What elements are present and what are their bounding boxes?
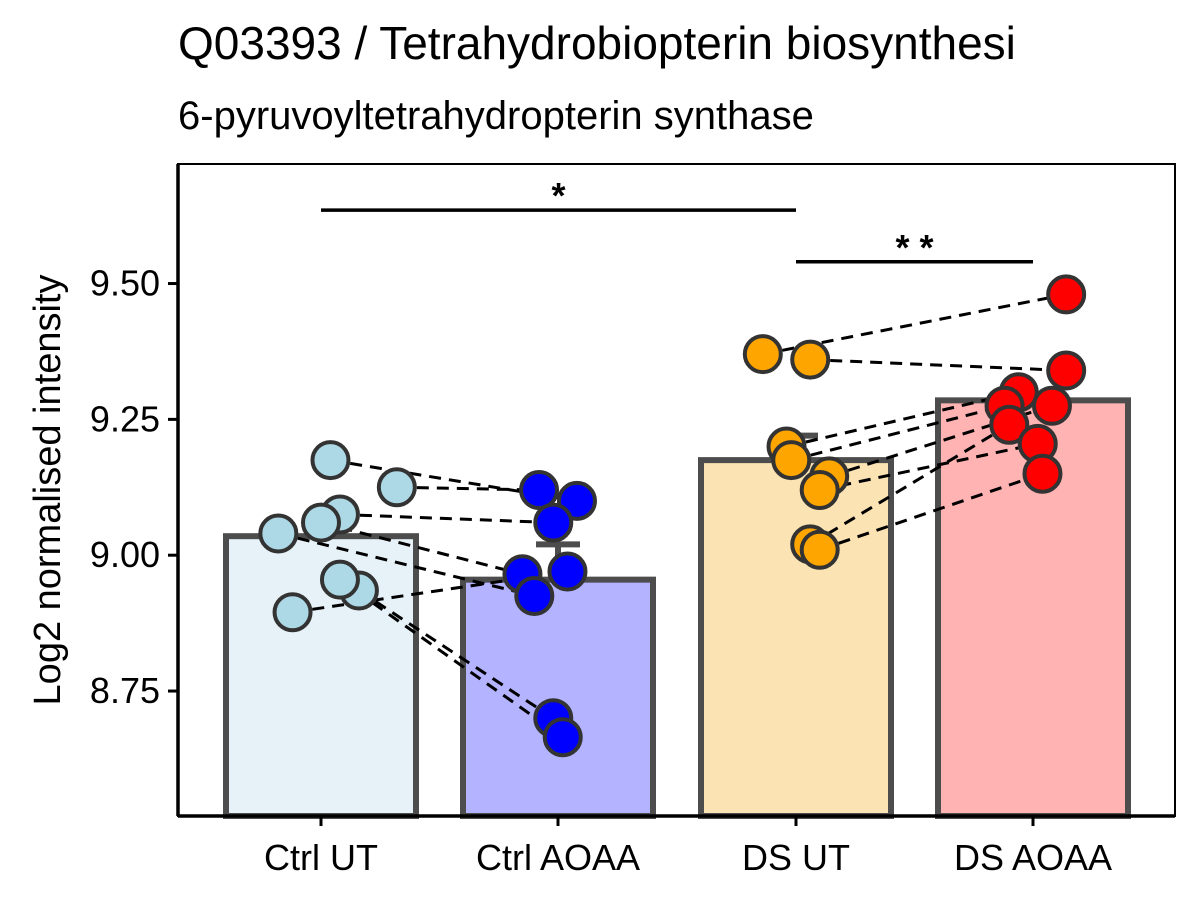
data-point bbox=[1046, 274, 1087, 315]
bar-ctrl-aoaa bbox=[460, 576, 656, 820]
bar-ds-ut bbox=[698, 457, 894, 819]
data-point bbox=[519, 470, 560, 510]
y-tick-label: 8.75 bbox=[90, 670, 160, 711]
pair-line bbox=[339, 512, 554, 525]
pair-line bbox=[339, 578, 564, 739]
data-point bbox=[742, 334, 783, 375]
data-point bbox=[542, 717, 583, 758]
data-point bbox=[258, 513, 299, 554]
pair-line bbox=[810, 358, 1067, 372]
pair-line bbox=[819, 442, 1039, 492]
pair-line bbox=[320, 521, 523, 576]
x-tick-label: DS AOAA bbox=[954, 837, 1112, 878]
data-point bbox=[533, 502, 574, 543]
axes-layer: 8.75 9.00 9.25 9.50 Ctrl UT Ctrl AOAA DS UT DS … bbox=[90, 163, 1176, 878]
y-tick-label: 9.50 bbox=[90, 263, 160, 304]
significance-label: * * bbox=[895, 227, 933, 268]
data-point bbox=[310, 440, 351, 481]
y-axis-title: Log2 normalised intensity bbox=[27, 275, 69, 706]
chart-subtitle: 6-pyruvoyltetrahydropterin synthase bbox=[178, 94, 814, 138]
data-point bbox=[272, 592, 313, 633]
data-point bbox=[989, 404, 1030, 445]
data-point bbox=[799, 529, 840, 570]
data-point bbox=[1031, 385, 1072, 426]
data-point bbox=[790, 339, 831, 380]
x-tick-label: DS UT bbox=[742, 837, 850, 878]
data-point bbox=[301, 502, 341, 543]
pair-line bbox=[396, 485, 540, 492]
data-point bbox=[771, 440, 812, 481]
x-tick-label: Ctrl UT bbox=[264, 837, 378, 878]
pair-line bbox=[277, 532, 535, 598]
significance-label: * bbox=[551, 175, 565, 216]
data-point bbox=[799, 470, 840, 510]
significance-layer: * * * bbox=[321, 175, 1033, 268]
x-tick-label: Ctrl AOAA bbox=[476, 837, 640, 878]
y-tick-label: 9.00 bbox=[90, 534, 160, 575]
data-point bbox=[319, 559, 360, 600]
y-tick-label: 9.25 bbox=[90, 398, 160, 439]
points-layer bbox=[258, 274, 1087, 758]
data-point bbox=[376, 467, 417, 508]
data-point bbox=[547, 551, 588, 592]
chart-title: Q03393 / Tetrahydrobiopterin biosynthesi bbox=[178, 17, 1016, 69]
data-point bbox=[1046, 350, 1087, 391]
data-point bbox=[514, 575, 555, 616]
pair-line bbox=[790, 404, 1005, 462]
pair-lines-layer bbox=[277, 292, 1067, 739]
data-point bbox=[1022, 453, 1063, 494]
